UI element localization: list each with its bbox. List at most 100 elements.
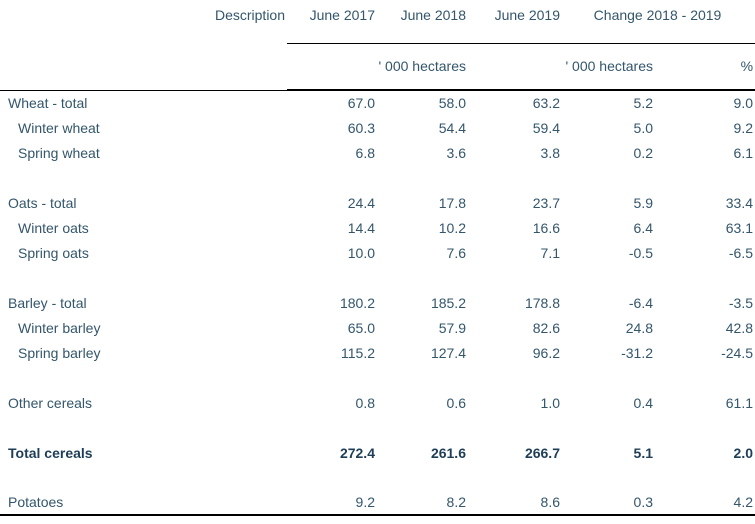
cell-change-hectares: 5.1 (633, 444, 653, 461)
table-row: Winter oats 14.4 10.2 16.6 6.4 63.1 (0, 215, 755, 240)
cell-june-2018: 185.2 (430, 294, 466, 311)
cell-june-2017: 60.3 (347, 119, 375, 136)
table-row: Winter wheat 60.3 54.4 59.4 5.0 9.2 (0, 115, 755, 140)
cell-june-2019: 59.4 (532, 119, 560, 136)
cell-change-hectares: -6.4 (628, 294, 653, 311)
table-row: Spring oats 10.0 7.6 7.1 -0.5 -6.5 (0, 240, 755, 265)
cell-june-2017: 65.0 (347, 319, 375, 336)
cell-june-2018: 261.6 (430, 444, 466, 461)
cell-june-2019: 23.7 (532, 194, 560, 211)
cell-change-percent: 2.0 (733, 444, 754, 461)
cell-change-percent: -6.5 (728, 244, 754, 261)
table-row: Potatoes 9.2 8.2 8.6 0.3 4.2 (0, 490, 755, 516)
table-row: Winter barley 65.0 57.9 82.6 24.8 42.8 (0, 315, 755, 340)
cell-june-2017: 180.2 (339, 294, 375, 311)
cell-change-hectares: 5.9 (633, 194, 653, 211)
cell-change-percent: 63.1 (725, 219, 754, 236)
cell-june-2018: 0.6 (446, 394, 466, 411)
cell-change-percent: 61.1 (725, 394, 754, 411)
spacer-cell (0, 365, 755, 390)
cell-june-2019: 178.8 (524, 294, 560, 311)
cell-june-2019: 3.8 (540, 144, 560, 161)
table-row: Spring wheat 6.8 3.6 3.8 0.2 6.1 (0, 140, 755, 165)
cell-june-2018: 10.2 (438, 219, 466, 236)
table-row: Total cereals 272.4 261.6 266.7 5.1 2.0 (0, 440, 755, 465)
table-row: Barley - total 180.2 185.2 178.8 -6.4 -3.5 (0, 290, 755, 315)
cell-june-2019: 266.7 (524, 444, 560, 461)
cell-change-hectares: 0.4 (633, 394, 653, 411)
cell-change-hectares: 0.2 (633, 144, 653, 161)
spacer-row (0, 265, 755, 290)
cell-change-hectares: 5.2 (633, 95, 653, 111)
units-label-hectares-levels: ' 000 hectares (377, 43, 468, 91)
cell-change-percent: -3.5 (728, 294, 754, 311)
cell-change-hectares: -31.2 (621, 344, 653, 361)
cell-june-2017: 6.8 (355, 144, 375, 161)
cell-change-hectares: -0.5 (628, 244, 653, 261)
table-row: Oats - total 24.4 17.8 23.7 5.9 33.4 (0, 190, 755, 215)
cell-june-2018: 58.0 (438, 95, 466, 111)
row-label: Winter oats (18, 219, 89, 236)
cell-june-2018: 54.4 (438, 119, 466, 136)
units-spacer (468, 43, 562, 91)
cell-june-2019: 96.2 (532, 344, 560, 361)
cell-change-percent: 4.2 (655, 490, 755, 516)
row-label: Other cereals (8, 394, 93, 411)
cell-change-hectares: 24.8 (625, 319, 653, 336)
table-body: Wheat - total 67.0 58.0 63.2 5.2 9.0 Winter wh… (0, 90, 755, 516)
column-header-row: Description June 2017 June 2018 June 201… (0, 0, 755, 91)
cell-change-percent: 9.2 (733, 119, 754, 136)
spacer-cell (0, 265, 755, 290)
table-row: Other cereals 0.8 0.6 1.0 0.4 61.1 (0, 390, 755, 415)
cell-june-2019: 7.1 (540, 244, 560, 261)
spacer-row (0, 165, 755, 190)
units-header-row: ' 000 hectares ' 000 hectares % (0, 43, 755, 91)
units-label-hectares-change: ' 000 hectares (562, 43, 655, 91)
cell-june-2017: 67.0 (347, 95, 375, 111)
row-label: Oats - total (8, 194, 77, 211)
row-label: Barley - total (8, 294, 87, 311)
cell-june-2019: 1.0 (540, 394, 560, 411)
cell-june-2019: 16.6 (532, 219, 560, 236)
cell-change-hectares: 0.3 (562, 490, 655, 516)
cell-june-2018: 17.8 (438, 194, 466, 211)
cell-change-percent: -24.5 (721, 344, 754, 361)
cell-june-2019: 82.6 (532, 319, 560, 336)
cell-june-2017: 24.4 (347, 194, 375, 211)
row-label: Winter barley (18, 319, 101, 336)
cell-june-2017: 9.2 (287, 490, 377, 516)
spacer-row (0, 415, 755, 440)
cell-june-2017: 10.0 (347, 244, 375, 261)
row-label: Potatoes (0, 490, 287, 516)
cell-june-2018: 57.9 (438, 319, 466, 336)
row-label: Spring barley (18, 344, 101, 361)
row-label: Wheat - total (8, 94, 88, 111)
units-spacer (287, 43, 377, 91)
spacer-cell (0, 465, 755, 490)
cell-change-hectares: 5.0 (633, 119, 653, 136)
spacer-row (0, 365, 755, 390)
cell-change-percent: 33.4 (725, 194, 754, 211)
cell-change-percent: 9.0 (733, 95, 754, 111)
cell-june-2017: 272.4 (339, 444, 375, 461)
column-header-june-2019: June 2019 (468, 0, 562, 44)
row-label: Total cereals (8, 444, 93, 461)
column-header-change-2018-2019: Change 2018 - 2019 (562, 0, 755, 44)
row-label: Spring oats (18, 244, 89, 261)
cell-june-2019: 63.2 (532, 95, 560, 111)
spacer-cell (0, 415, 755, 440)
cell-change-percent: 42.8 (725, 319, 754, 336)
column-header-description: Description (0, 0, 287, 91)
table-header: Description June 2017 June 2018 June 201… (0, 0, 755, 91)
spacer-row (0, 465, 755, 490)
cell-june-2017: 115.2 (341, 344, 375, 361)
column-header-june-2017: June 2017 (287, 0, 377, 44)
units-label-percent: % (655, 43, 755, 91)
cell-june-2019: 8.6 (468, 490, 562, 516)
cell-june-2018: 7.6 (446, 244, 466, 261)
column-header-june-2018: June 2018 (377, 0, 468, 44)
table-row: Spring barley 115.2 127.4 96.2 -31.2 -24.5 (0, 340, 755, 365)
cell-june-2018: 8.2 (377, 490, 468, 516)
cell-june-2017: 14.4 (347, 219, 375, 236)
